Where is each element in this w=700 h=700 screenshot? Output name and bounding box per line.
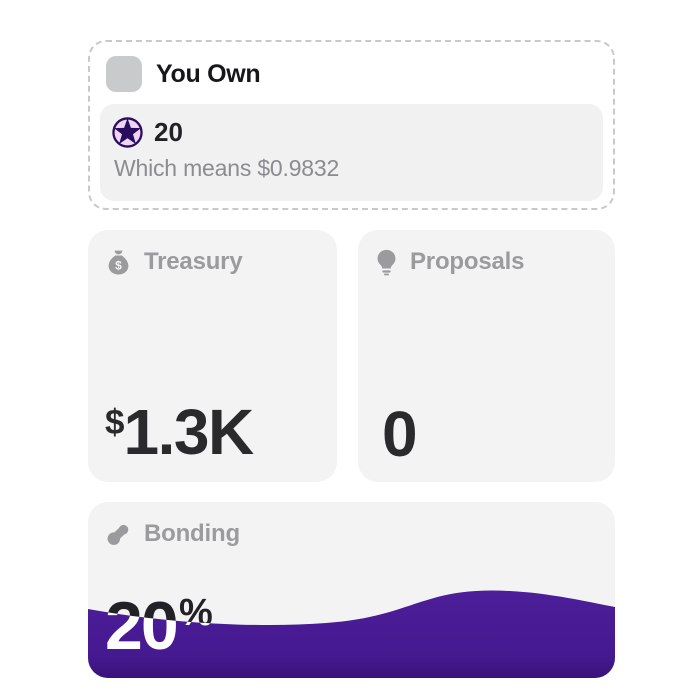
lightbulb-icon (377, 249, 396, 275)
svg-text:$: $ (115, 258, 122, 272)
bonding-title: Bonding (144, 520, 240, 547)
treasury-value: $1.3K (105, 396, 254, 469)
proposals-card[interactable]: Proposals 0 (358, 230, 615, 482)
money-bag-icon: $ (108, 250, 129, 275)
you-own-title: You Own (156, 59, 261, 88)
treasury-amount: 1.3K (123, 396, 254, 469)
you-own-card[interactable]: You Own 20 Which means $0.9832 (88, 40, 615, 210)
bonding-progress-wave: 20 % 20 % (88, 588, 615, 678)
treasury-currency-symbol: $ (105, 403, 124, 443)
treasury-header: $ Treasury (106, 248, 319, 276)
token-balance-card[interactable]: 20 Which means $0.9832 (100, 104, 603, 201)
bond-link-icon (107, 524, 129, 545)
proposals-header: Proposals (376, 248, 597, 276)
token-amount-row: 20 (112, 117, 587, 148)
bonding-card[interactable]: Bonding 20 % 20 (88, 502, 615, 678)
token-amount: 20 (154, 117, 183, 147)
star-token-icon (112, 117, 143, 148)
bonding-header: Bonding (106, 520, 240, 548)
treasury-title: Treasury (144, 248, 243, 275)
token-avatar-placeholder[interactable] (106, 56, 142, 92)
proposals-value: 0 (382, 398, 418, 471)
proposals-count: 0 (382, 398, 418, 471)
you-own-header: You Own (106, 56, 597, 92)
proposals-title: Proposals (410, 248, 525, 275)
token-usd-equivalent: Which means $0.9832 (114, 155, 340, 181)
treasury-card[interactable]: $ Treasury $1.3K (88, 230, 337, 482)
